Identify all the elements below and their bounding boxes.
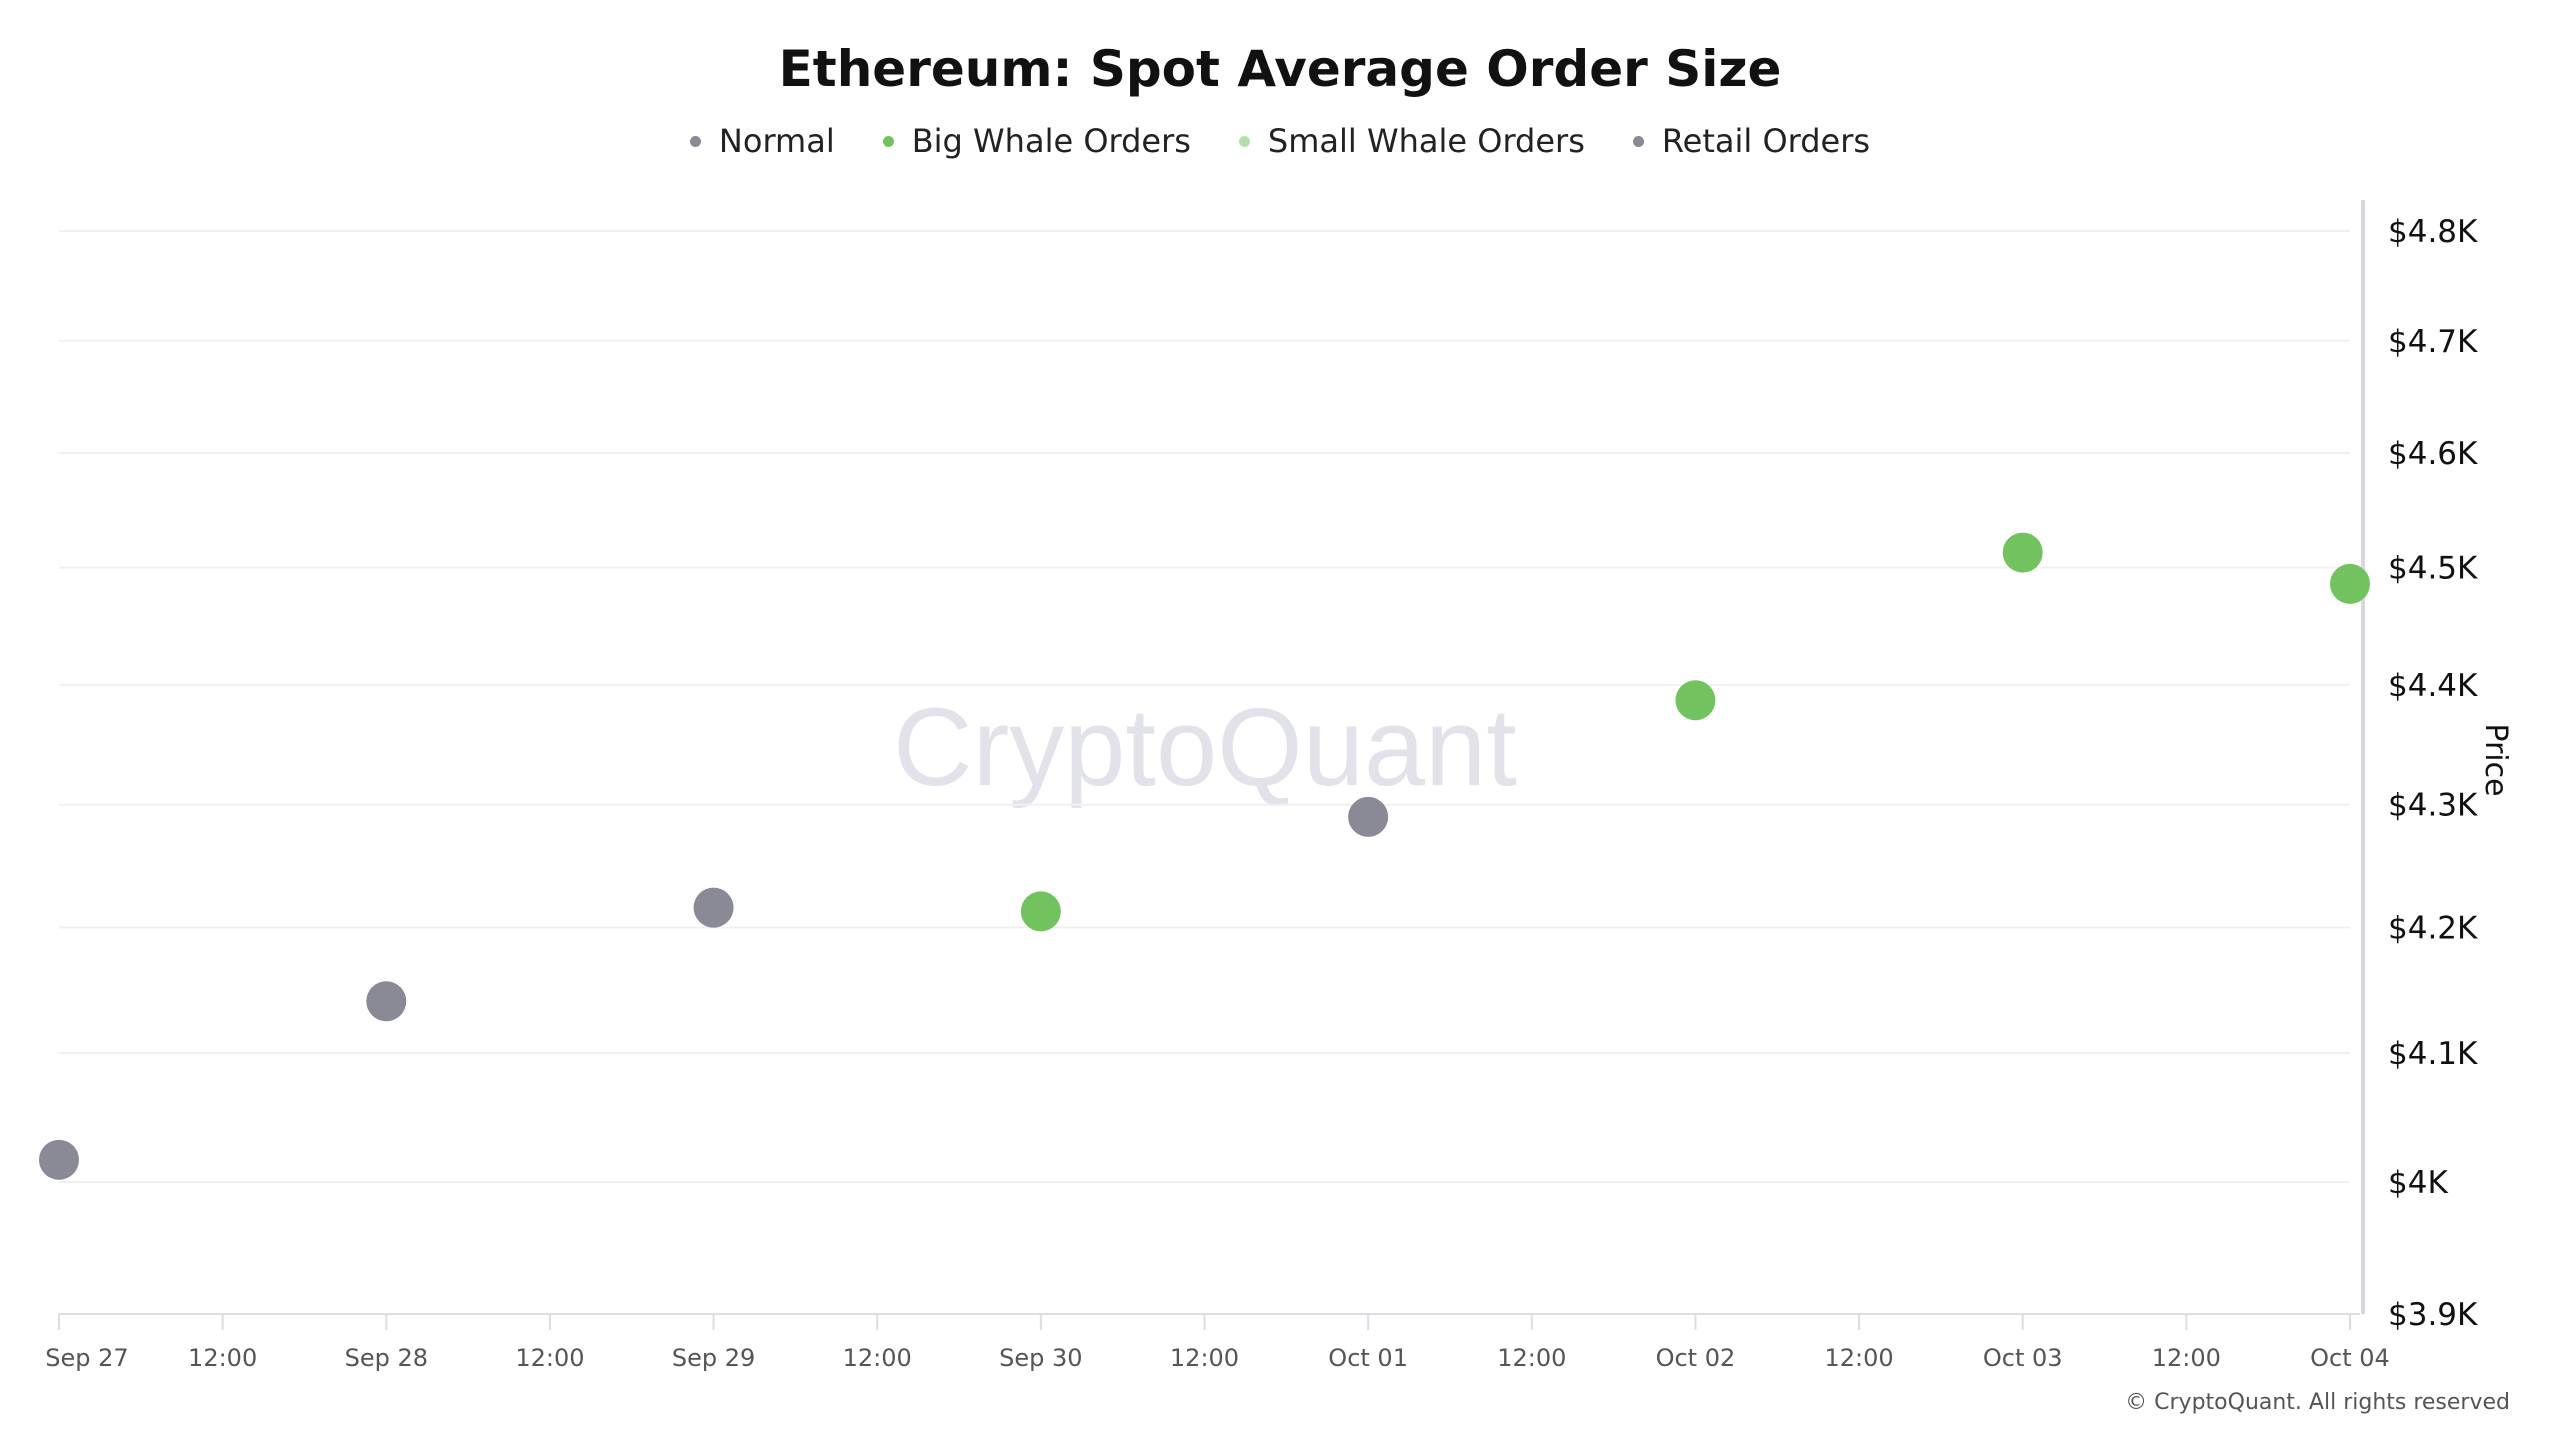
y-tick-label: $4.3K [2388,788,2478,824]
x-tick-label: Sep 28 [345,1344,428,1372]
y-tick-label: $4.8K [2388,214,2478,250]
y-tick-label: $4.2K [2388,910,2478,946]
legend: Normal Big Whale Orders Small Whale Orde… [0,122,2560,160]
y-axis-label: Price [2478,723,2513,796]
y-tick-label: $3.9K [2388,1297,2478,1333]
data-point [39,1139,79,1180]
x-tick-label: Sep 27 [45,1344,128,1372]
x-tick-label: Oct 03 [1983,1344,2063,1372]
data-point [1675,680,1716,721]
x-tick-label: 12:00 [1824,1344,1893,1372]
y-tick-label: $4.4K [2388,668,2478,704]
legend-label: Retail Orders [1661,122,1871,160]
x-tick-label: Sep 29 [672,1344,755,1372]
x-tick-label: 12:00 [2152,1344,2221,1372]
legend-label: Normal [718,122,835,160]
x-tick-label: 12:00 [188,1344,257,1372]
x-tick-label: Oct 01 [1328,1344,1408,1372]
x-tick-label: Oct 04 [2310,1344,2390,1372]
legend-marker [1238,135,1250,147]
y-tick-label: $4.7K [2388,324,2478,360]
x-tick-label: 12:00 [515,1344,584,1372]
legend-marker [689,135,701,147]
data-point [2002,532,2043,573]
y-tick-label: $4.5K [2388,551,2478,587]
x-tick-label: Sep 30 [999,1344,1082,1372]
data-point [1020,891,1061,932]
legend-item-small-whale[interactable]: Small Whale Orders [1238,122,1585,160]
x-tick-label: 12:00 [1497,1344,1566,1372]
legend-item-normal[interactable]: Normal [689,122,835,160]
legend-item-big-whale[interactable]: Big Whale Orders [882,122,1191,160]
y-tick-label: $4.6K [2388,436,2478,472]
y-tick-label: $4.1K [2388,1036,2478,1072]
legend-marker [1632,135,1644,147]
legend-item-retail[interactable]: Retail Orders [1632,122,1871,160]
data-point [366,981,407,1022]
copyright: © CryptoQuant. All rights reserved [2125,1390,2510,1415]
x-tick-label: 12:00 [1170,1344,1239,1372]
legend-label: Small Whale Orders [1267,122,1585,160]
x-tick-label: Oct 02 [1656,1344,1736,1372]
data-point [1348,796,1389,837]
x-tick-label: 12:00 [843,1344,912,1372]
y-tick-label: $4K [2388,1165,2448,1201]
watermark: CryptoQuant [893,686,1517,809]
legend-label: Big Whale Orders [911,122,1191,160]
data-point [2330,563,2370,604]
legend-marker [882,135,894,147]
chart-title: Ethereum: Spot Average Order Size [778,40,1782,98]
data-point [693,887,734,928]
